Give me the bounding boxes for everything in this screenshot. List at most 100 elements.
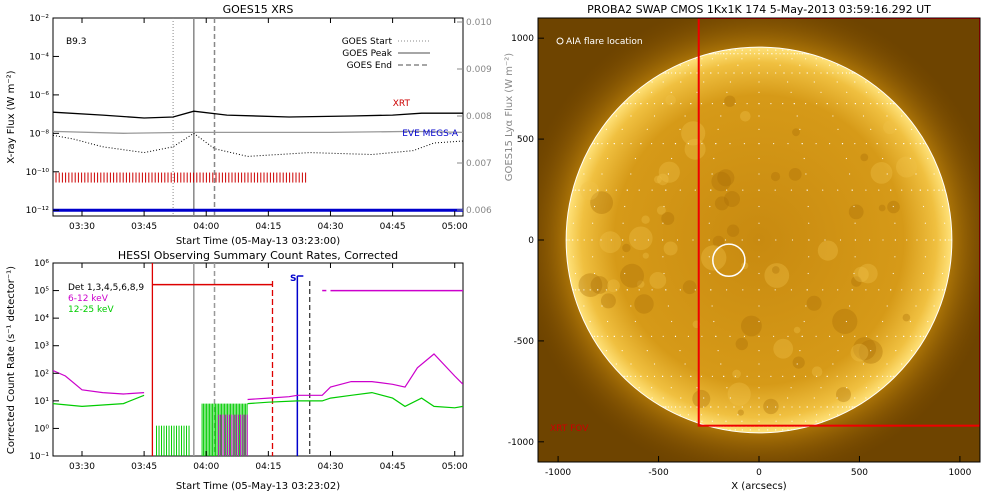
grid-dot (700, 375, 703, 377)
goes-y-right-tick-label: 0.009 (466, 65, 492, 75)
grid-dot (909, 335, 912, 337)
grid-dot (749, 429, 751, 431)
grid-dot (886, 115, 888, 117)
goes-ylabel-left: X-ray Flux (W m⁻²) (6, 70, 17, 163)
swap-y-tick-label: -500 (514, 337, 535, 347)
grid-dot (750, 406, 752, 408)
grid-dot (726, 189, 728, 191)
grid-dot (723, 103, 725, 105)
sun-texture-blob (724, 95, 736, 107)
grid-dot (746, 375, 748, 377)
grid-dot (801, 53, 803, 55)
grid-dot (713, 53, 715, 55)
heliographic-grid (566, 49, 952, 431)
grid-dot (729, 53, 732, 55)
grid-dot (758, 157, 760, 160)
hessi-x-tick-label: 05:00 (442, 462, 468, 472)
grid-dot (796, 53, 798, 55)
grid-dot (758, 429, 760, 431)
grid-dot (680, 103, 682, 105)
grid-dot (653, 103, 656, 105)
goes-y-tick-label: 10⁻² (29, 14, 49, 24)
grid-dot (593, 272, 596, 275)
grid-dot (837, 406, 839, 408)
grid-dot (790, 91, 792, 93)
grid-dot (933, 189, 935, 191)
grid-dot (941, 205, 944, 208)
grid-dot (790, 53, 792, 55)
grid-dot (679, 72, 681, 74)
goes-class-label: B9.3 (66, 37, 87, 47)
grid-dot (758, 363, 760, 365)
grid-dot (679, 189, 681, 191)
goes-legend: GOES Start GOES Peak GOES End (342, 37, 430, 71)
hessi-series-6-12-keV (53, 369, 145, 395)
grid-dot (862, 363, 865, 365)
grid-dot (909, 143, 912, 145)
grid-dot (741, 49, 743, 51)
grid-dot (894, 222, 896, 224)
grid-dot (729, 335, 731, 337)
grid-dot (638, 289, 640, 291)
hessi-x-tick-label: 04:00 (193, 462, 219, 472)
hessi-y-tick-label: 10⁻¹ (29, 452, 49, 462)
grid-dot (870, 103, 872, 105)
grid-dot (892, 103, 894, 105)
grid-dot (870, 350, 872, 352)
grid-dot (925, 239, 927, 241)
grid-dot (626, 375, 628, 377)
flare-location-circle (712, 243, 746, 278)
grid-dot (737, 64, 739, 66)
grid-dot (687, 335, 690, 337)
grid-dot (622, 375, 624, 377)
grid-dot (944, 289, 946, 291)
grid-dot (773, 143, 775, 145)
grid-dot (787, 335, 789, 337)
grid-dot (922, 335, 925, 337)
grid-dot (717, 350, 719, 352)
grid-dot (865, 335, 868, 337)
grid-dot (711, 305, 713, 307)
grid-dot (572, 239, 574, 241)
grid-dot (662, 72, 664, 74)
grid-dot (737, 53, 739, 55)
grid-dot (783, 53, 785, 55)
grid-dot (758, 49, 760, 51)
grid-dot (758, 81, 760, 83)
grid-dot (941, 272, 944, 275)
grid-dot (783, 406, 785, 408)
grid-dot (790, 289, 793, 291)
goes-axes: 03:30 03:45 04:00 04:15 04:30 04:45 05:00 10⁻² 1… (26, 14, 492, 232)
grid-dot (621, 350, 623, 352)
grid-dot (799, 350, 801, 352)
grid-dot (717, 406, 719, 408)
grid-dot (583, 239, 585, 241)
grid-dot (878, 387, 880, 389)
grid-dot (767, 429, 769, 431)
sun-texture-blob (773, 338, 794, 359)
grid-dot (710, 406, 712, 408)
grid-dot (605, 128, 608, 130)
grid-dot (621, 128, 623, 130)
grid-dot (607, 157, 609, 160)
hessi-series-6-12-keV (247, 353, 463, 401)
grid-dot (593, 143, 596, 145)
grid-dot (720, 53, 722, 55)
grid-dot (574, 189, 577, 191)
sun-texture-blob (661, 212, 675, 225)
grid-dot (782, 375, 784, 377)
grid-dot (758, 320, 760, 323)
grid-dot (919, 143, 921, 145)
grid-dot (862, 115, 865, 117)
grid-dot (583, 189, 585, 191)
grid-dot (687, 64, 690, 66)
sun-texture-blob (641, 215, 650, 224)
grid-dot (829, 335, 831, 337)
grid-dot (933, 173, 935, 175)
sun-texture-blob (792, 128, 800, 137)
sun-texture-blob (636, 280, 645, 288)
grid-dot (758, 189, 760, 191)
grid-dot (676, 239, 679, 241)
grid-dot (894, 256, 896, 258)
